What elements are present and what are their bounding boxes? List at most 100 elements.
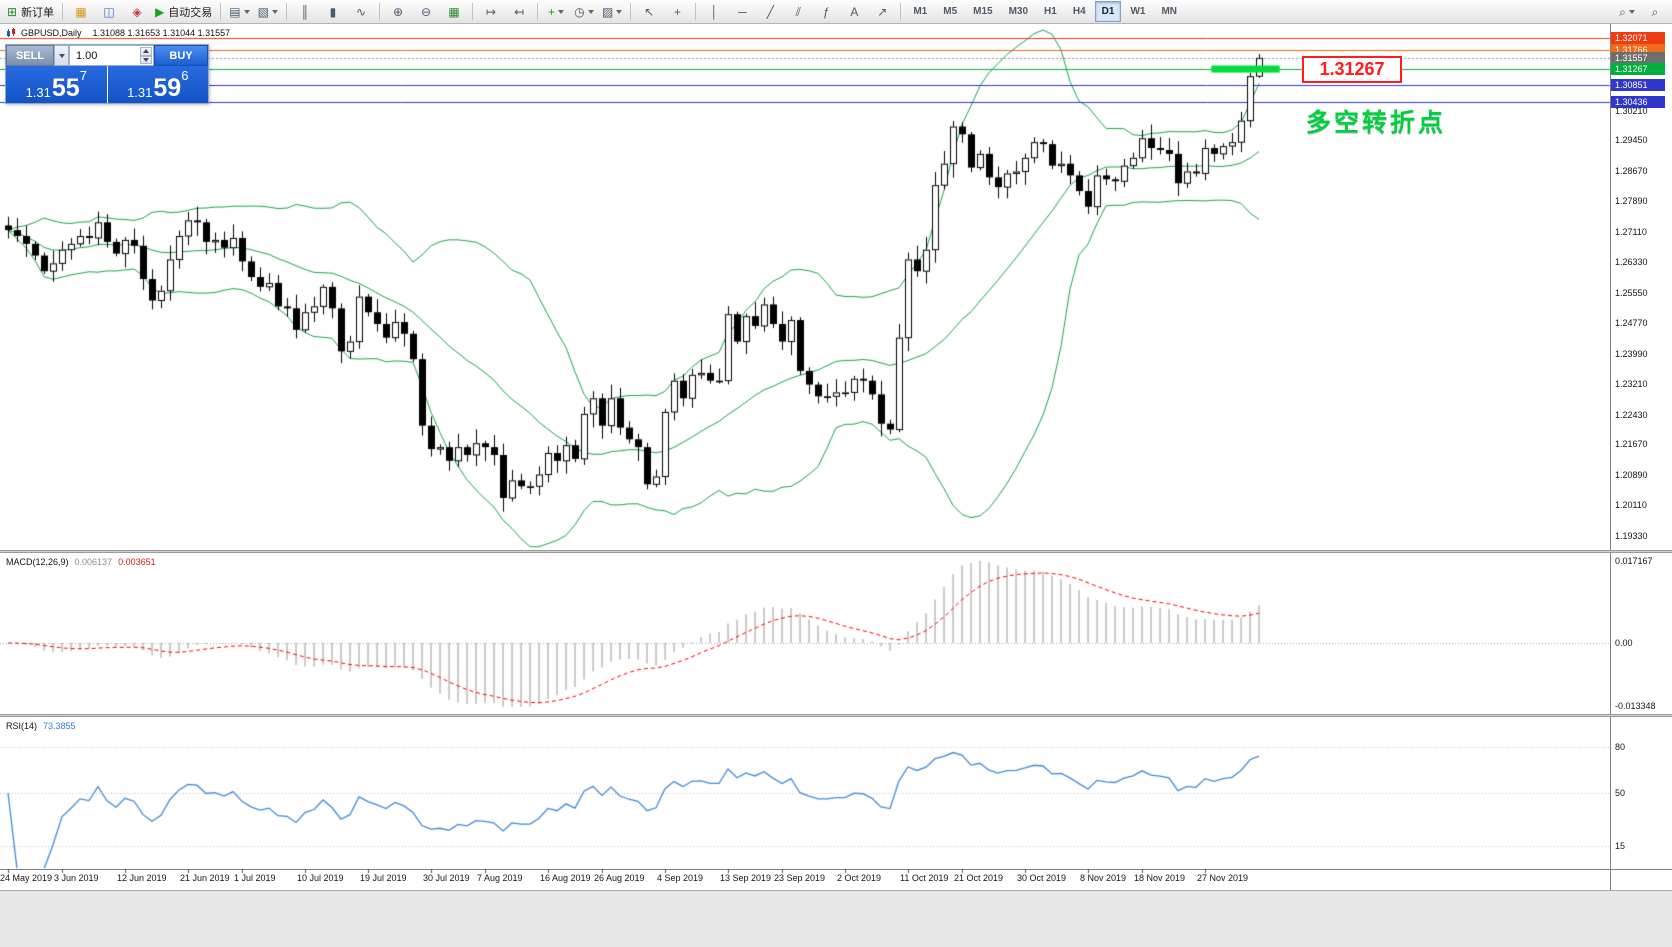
channel-icon[interactable]: ⫽ <box>784 1 812 23</box>
zoom-in-icon: ⊕ <box>392 4 404 19</box>
volume-value: 1.00 <box>76 49 98 62</box>
order-options-caret[interactable] <box>54 45 69 66</box>
vertical-line-icon: │ <box>710 4 719 19</box>
chart-shift-icon: ↤ <box>513 4 525 19</box>
pivot-annotation-text[interactable]: 多空转折点 <box>1306 109 1447 137</box>
timeframe-h4[interactable]: H4 <box>1072 6 1086 17</box>
auto-trading-button[interactable]: ▶ 自动交易 <box>151 1 216 23</box>
macd-name: MACD(12,26,9) <box>6 557 69 567</box>
search-icon[interactable]: ⌕ <box>1613 1 1641 23</box>
price-axis-border <box>1610 24 1611 890</box>
chart-shift-icon[interactable]: ↤ <box>505 1 533 23</box>
timeframe-m1[interactable]: M1 <box>913 6 928 17</box>
periods-icon[interactable]: ◷ <box>570 1 598 23</box>
ask-price[interactable]: 1.31 59 6 <box>107 66 208 103</box>
bars-chart-icon[interactable]: ║ <box>291 1 319 23</box>
sell-button[interactable]: SELL <box>6 45 54 66</box>
zoom-in-icon[interactable]: ⊕ <box>384 1 412 23</box>
timeframe-m5[interactable]: M5 <box>943 6 958 17</box>
volume-stepper[interactable] <box>140 47 152 64</box>
new-order-button[interactable]: ⊞ 新订单 <box>3 1 58 23</box>
line-chart-icon[interactable]: ∿ <box>347 1 375 23</box>
timeframe-d1[interactable]: D1 <box>1094 1 1122 22</box>
indicators-icon[interactable]: + <box>542 1 570 23</box>
auto-scroll-icon: ↦ <box>485 4 497 19</box>
zoom-out-icon[interactable]: ⊖ <box>412 1 440 23</box>
bars-chart-icon: ║ <box>300 4 310 19</box>
one-click-trading-panel: SELL 1.00 BUY 1.31 55 7 1.31 59 6 <box>5 44 209 104</box>
fibonacci-icon[interactable]: ƒ <box>812 1 840 23</box>
chevron-down-icon <box>587 9 594 14</box>
toolbar-separator <box>630 3 632 20</box>
toolbar-separator <box>220 3 222 20</box>
crosshair-icon: + <box>673 4 681 19</box>
toolbar: ⊞ 新订单 ▦ ◫ ◈ ▶ 自动交易 ▤ ▧ ║ ▮ ∿ ⊕ ⊖ ▦ ↦ ↤ + ◷ ▨ ↖ + │ ─ ╱ ⫽ ƒ A ↗ M1 M5 M1… <box>0 0 1672 24</box>
bid-price[interactable]: 1.31 55 7 <box>6 66 107 103</box>
horizontal-line-icon[interactable]: ─ <box>728 1 756 23</box>
candles-chart-icon[interactable]: ▮ <box>319 1 347 23</box>
ask-point: 6 <box>181 68 189 83</box>
rsi-label: RSI(14) 73.3855 <box>6 721 76 731</box>
chevron-down-icon <box>243 9 250 14</box>
text-label-icon[interactable]: A <box>840 1 868 23</box>
profiles-icon: ▧ <box>257 4 269 19</box>
pane-splitter[interactable] <box>0 550 1672 553</box>
new-order-icon: ⊞ <box>7 4 18 19</box>
arrows-icon: ↗ <box>877 4 888 19</box>
toolbar-separator <box>471 3 473 20</box>
volume-input[interactable]: 1.00 <box>69 45 154 66</box>
rsi-indicator-pane[interactable] <box>0 717 1672 869</box>
trendline-icon: ╱ <box>766 4 774 19</box>
volume-up-icon[interactable] <box>140 47 152 56</box>
crosshair-icon[interactable]: + <box>663 1 691 23</box>
indicators-icon: + <box>547 4 555 19</box>
new-order-button-label: 新订单 <box>21 6 55 19</box>
data-window-icon[interactable]: ◫ <box>95 1 123 23</box>
timeframe-mn[interactable]: MN <box>1161 6 1177 17</box>
line-chart-icon: ∿ <box>355 4 367 19</box>
timeframe-h1[interactable]: H1 <box>1044 6 1057 17</box>
chevron-down-icon <box>1628 9 1635 14</box>
zoom-out-icon: ⊖ <box>420 4 432 19</box>
macd-main-value: 0.006137 <box>74 557 113 567</box>
channel-icon: ⫽ <box>795 4 801 19</box>
profiles-icon[interactable]: ▧ <box>254 1 282 23</box>
new-chart-icon: ▤ <box>229 4 241 19</box>
toolbar-separator <box>378 3 380 20</box>
timeframe-w1[interactable]: W1 <box>1130 6 1146 17</box>
chevron-down-icon <box>557 9 564 14</box>
toolbar-separator <box>900 3 902 20</box>
text-label-icon: A <box>850 4 859 19</box>
fibonacci-icon: ƒ <box>822 4 830 19</box>
search-icon: ⌕ <box>1619 4 1626 19</box>
timeframe-m15[interactable]: M15 <box>973 6 993 17</box>
new-chart-icon[interactable]: ▤ <box>225 1 253 23</box>
chevron-down-icon <box>58 53 65 58</box>
data-window-icon: ◫ <box>103 4 115 19</box>
pane-splitter[interactable] <box>0 714 1672 717</box>
navigator-icon[interactable]: ◈ <box>123 1 151 23</box>
arrows-icon[interactable]: ↗ <box>868 1 896 23</box>
ask-pips: 59 <box>153 73 182 102</box>
time-axis[interactable] <box>0 869 1672 890</box>
market-watch-icon[interactable]: ▦ <box>67 1 95 23</box>
horizontal-line-icon: ─ <box>738 4 747 19</box>
chevron-down-icon <box>616 9 623 14</box>
magnifier-icon[interactable]: ⌕ <box>1641 1 1669 23</box>
price-annotation-box[interactable]: 1.31267 <box>1302 56 1402 83</box>
magnifier-icon: ⌕ <box>1651 4 1659 19</box>
timeframe-m30[interactable]: M30 <box>1008 6 1029 17</box>
cursor-icon: ↖ <box>644 4 655 19</box>
volume-down-icon[interactable] <box>140 55 152 64</box>
tile-windows-icon[interactable]: ▦ <box>440 1 468 23</box>
macd-indicator-pane[interactable] <box>0 553 1672 714</box>
auto-scroll-icon[interactable]: ↦ <box>477 1 505 23</box>
buy-button[interactable]: BUY <box>154 45 208 66</box>
chart-symbol-label: GBPUSD,Daily 1.31088 1.31653 1.31044 1.3… <box>6 28 230 38</box>
templates-icon[interactable]: ▨ <box>598 1 626 23</box>
cursor-icon[interactable]: ↖ <box>635 1 663 23</box>
symbol-title: GBPUSD,Daily <box>21 28 82 38</box>
vertical-line-icon[interactable]: │ <box>700 1 728 23</box>
trendline-icon[interactable]: ╱ <box>756 1 784 23</box>
